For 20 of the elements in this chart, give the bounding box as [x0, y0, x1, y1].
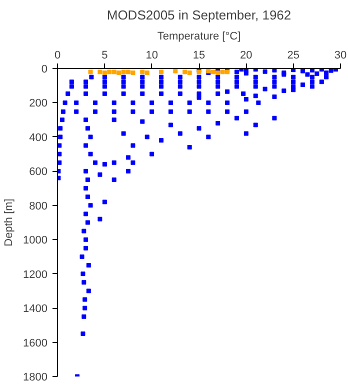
y-tick-label: 1200: [23, 268, 48, 281]
y-tick-label: 600: [29, 166, 48, 178]
y-tick-label: 800: [29, 200, 48, 212]
x-tick-label: 10: [146, 50, 158, 62]
y-tick-label: 200: [29, 98, 48, 110]
x-tick-label: 0: [54, 50, 61, 62]
y-tick-label: 0: [41, 64, 48, 76]
y-tick-label: 1800: [23, 372, 48, 384]
y-tick-label: 1400: [23, 303, 48, 316]
y-tick-label: 1000: [23, 234, 48, 247]
y-axis-title: Depth [m]: [3, 198, 16, 246]
x-tick-label: 30: [334, 50, 347, 62]
x-axis-title: Temperature [°C]: [157, 30, 241, 42]
x-tick-label: 5: [102, 50, 108, 62]
x-tick-label: 20: [240, 50, 252, 62]
chart-title: MODS2005 in September, 1962: [106, 8, 292, 22]
y-tick-label: 400: [29, 132, 48, 144]
x-tick-label: 15: [192, 50, 206, 62]
x-tick-label: 25: [287, 50, 300, 62]
y-tick-label: 1600: [23, 337, 48, 350]
